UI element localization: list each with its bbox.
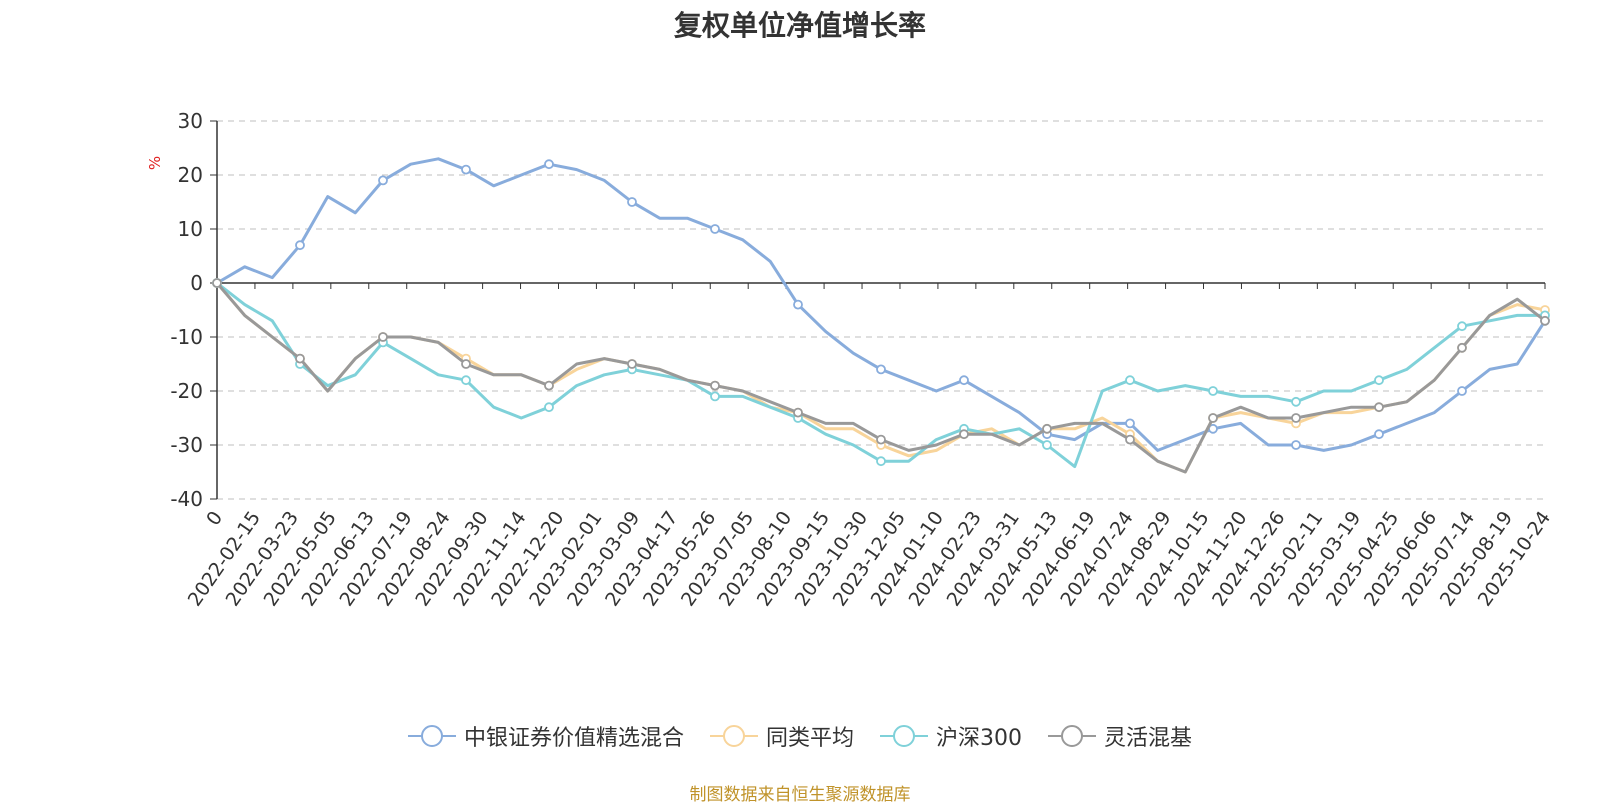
legend-item-3[interactable]: 沪深300 xyxy=(880,720,1022,752)
data-point xyxy=(793,407,803,418)
data-point xyxy=(378,175,388,186)
data-point xyxy=(1042,423,1052,434)
data-point xyxy=(959,375,969,386)
y-axis-label: % xyxy=(146,156,164,170)
data-point xyxy=(295,353,305,364)
data-point xyxy=(544,402,554,413)
legend-marker-icon xyxy=(1048,725,1096,747)
data-point xyxy=(1125,375,1135,386)
data-point xyxy=(1457,386,1467,396)
data-point xyxy=(212,278,222,288)
legend-circle xyxy=(893,725,915,747)
data-point xyxy=(1208,386,1218,396)
data-point xyxy=(461,375,471,386)
data-point xyxy=(876,456,886,467)
legend-label: 灵活混基 xyxy=(1104,726,1193,751)
x-tick-label: 0 xyxy=(202,507,227,530)
data-point xyxy=(1457,342,1467,353)
y-tick-label: -40 xyxy=(170,487,203,511)
data-point xyxy=(1125,418,1135,429)
legend-marker-icon xyxy=(880,725,928,747)
data-point xyxy=(710,224,720,234)
chart-title: 复权单位净值增长率 xyxy=(673,9,926,42)
legend-circle xyxy=(420,725,443,747)
data-point xyxy=(295,240,305,251)
y-tick-label: 20 xyxy=(178,163,203,187)
series-line-1 xyxy=(216,157,1547,452)
legend-label: 同类平均 xyxy=(765,726,854,751)
legend-item-2[interactable]: 同类平均 xyxy=(709,720,854,752)
data-point xyxy=(710,380,720,391)
data-point xyxy=(544,380,554,391)
data-point xyxy=(627,359,637,369)
y-tick-label: -20 xyxy=(170,379,203,403)
legend-item-4[interactable]: 灵活混基 xyxy=(1048,720,1192,752)
y-tick-label: 10 xyxy=(178,217,203,241)
data-point xyxy=(1540,315,1550,326)
data-point xyxy=(627,197,637,207)
data-point xyxy=(1374,402,1384,413)
data-point xyxy=(876,434,886,445)
data-point xyxy=(1042,440,1052,450)
data-point xyxy=(544,159,554,170)
legend: 中银证券价值精选混合 同类平均 沪深300 灵活混基 xyxy=(0,720,1600,752)
data-point xyxy=(1457,321,1467,332)
legend-circle xyxy=(1061,725,1083,747)
source-note: 制图数据来自恒生聚源数据库 xyxy=(689,785,911,805)
data-point xyxy=(710,391,720,402)
y-tick-label: -30 xyxy=(170,433,203,457)
legend-label: 沪深300 xyxy=(936,726,1022,751)
data-point xyxy=(1208,413,1218,423)
line-chart: -40-30-20-100102030%02022-02-152022-03-2… xyxy=(146,109,1555,610)
legend-marker-icon xyxy=(709,725,758,747)
data-point xyxy=(461,164,471,175)
legend-marker-icon xyxy=(407,725,456,747)
data-point xyxy=(1125,434,1135,445)
legend-item-1[interactable]: 中银证券价值精选混合 xyxy=(407,720,684,752)
data-point xyxy=(1291,396,1301,407)
data-point xyxy=(1291,413,1301,423)
y-tick-label: 30 xyxy=(178,109,203,133)
data-point xyxy=(1291,440,1301,450)
data-point xyxy=(793,299,803,310)
data-point xyxy=(876,364,886,375)
data-point xyxy=(1374,375,1384,386)
y-tick-label: -10 xyxy=(170,325,203,349)
legend-circle xyxy=(722,725,745,747)
data-point xyxy=(1374,429,1384,440)
legend-label: 中银证券价值精选混合 xyxy=(463,726,684,751)
data-point xyxy=(959,429,969,440)
y-tick-label: 0 xyxy=(190,271,203,295)
data-point xyxy=(378,332,388,342)
data-point xyxy=(461,359,471,369)
